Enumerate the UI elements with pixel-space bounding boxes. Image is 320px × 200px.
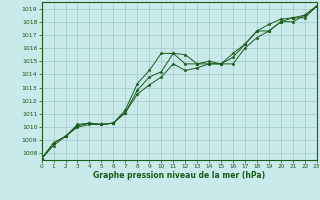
X-axis label: Graphe pression niveau de la mer (hPa): Graphe pression niveau de la mer (hPa) xyxy=(93,171,265,180)
